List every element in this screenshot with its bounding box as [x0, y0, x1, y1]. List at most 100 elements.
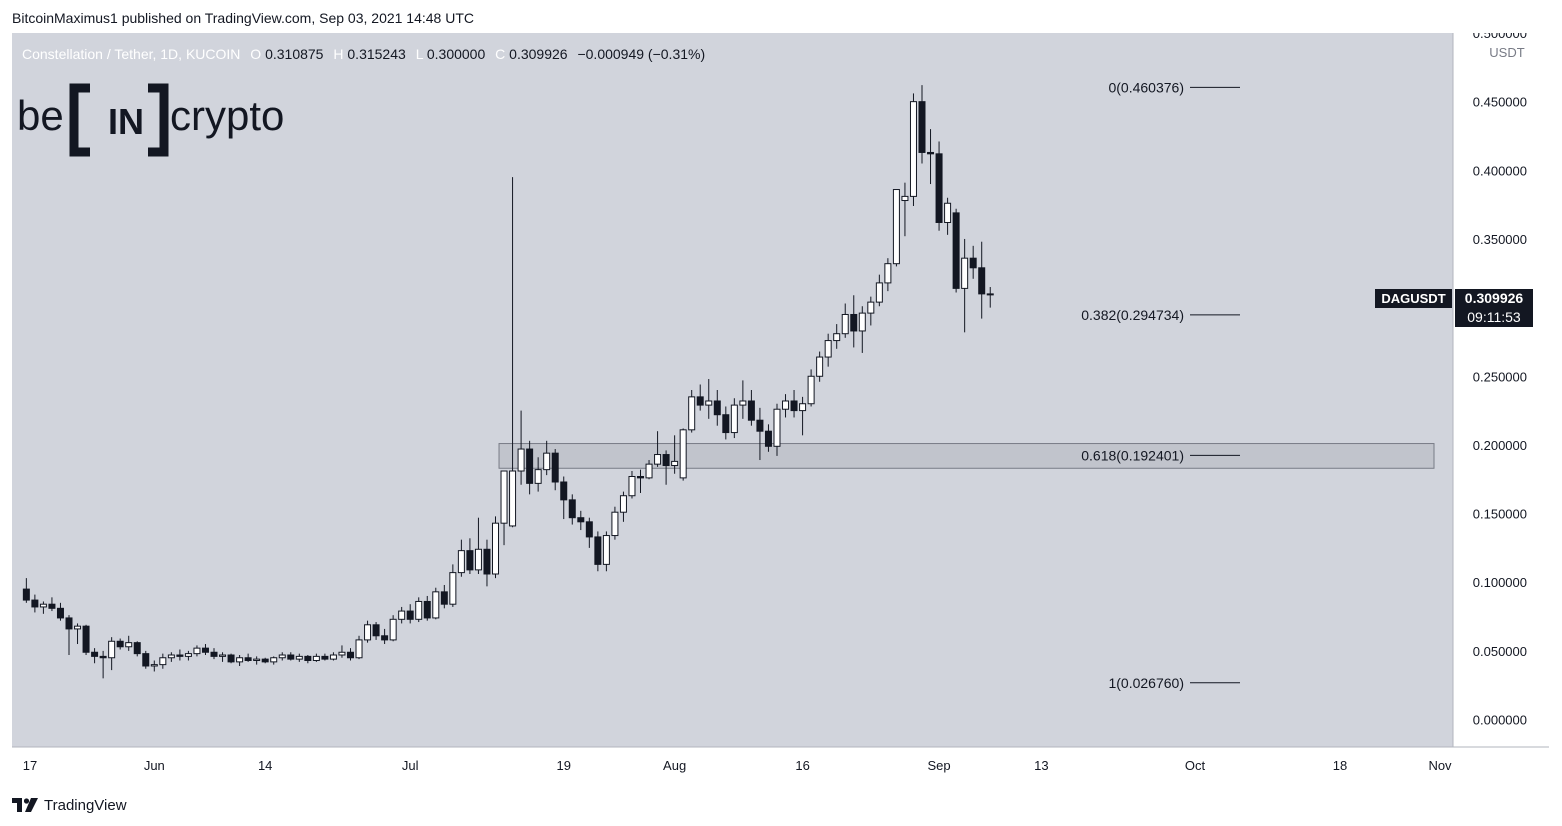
- candle: [577, 510, 585, 531]
- time-tick-label: 19: [557, 758, 571, 773]
- candle: [406, 604, 414, 624]
- candle: [901, 182, 909, 237]
- candle: [927, 129, 935, 185]
- candle: [219, 652, 227, 662]
- candle: [346, 648, 354, 661]
- candle: [159, 653, 167, 669]
- candle: [944, 197, 952, 235]
- candle: [782, 394, 790, 418]
- time-tick-label: 16: [795, 758, 809, 773]
- candle: [773, 403, 781, 456]
- candle: [560, 476, 568, 520]
- candle: [270, 656, 278, 665]
- price-axis-unit: USDT: [1489, 45, 1524, 60]
- symbol-tag-bg: [1375, 289, 1452, 308]
- price-tick-label: 0.100000: [1473, 575, 1527, 590]
- price-tick-label: 0.450000: [1473, 95, 1527, 110]
- watermark-crypto: crypto: [170, 92, 284, 139]
- support-zone[interactable]: [498, 443, 1435, 469]
- time-tick-label: Aug: [663, 758, 686, 773]
- candle: [457, 539, 465, 577]
- candle: [176, 649, 184, 661]
- price-tick-label: 0.250000: [1473, 369, 1527, 384]
- candle: [82, 624, 90, 656]
- candle: [449, 564, 457, 607]
- legend-open-label: O: [250, 46, 261, 62]
- price-tick-label: 0.000000: [1473, 713, 1527, 728]
- candle: [474, 517, 482, 574]
- candle: [747, 390, 755, 426]
- candle: [679, 428, 687, 481]
- candle: [867, 296, 875, 326]
- price-tick-label: 0.150000: [1473, 507, 1527, 522]
- time-tick-label: Sep: [927, 758, 950, 773]
- candle: [244, 653, 252, 662]
- candle: [304, 655, 312, 664]
- candle: [807, 369, 815, 407]
- candle: [381, 628, 389, 645]
- candle: [22, 578, 30, 603]
- candle: [696, 384, 704, 411]
- candle: [543, 440, 551, 476]
- candle: [952, 208, 960, 293]
- candle: [884, 258, 892, 292]
- fib-levels: 0(0.460376) 0.382(0.294734) 0.618(0.192401…: [1081, 79, 1240, 691]
- candle: [39, 601, 47, 614]
- candle: [500, 470, 508, 546]
- candle: [858, 306, 866, 353]
- candle: [764, 424, 772, 452]
- candle: [619, 491, 627, 522]
- candle: [688, 390, 696, 433]
- candle: [585, 517, 593, 548]
- candle: [509, 177, 517, 528]
- candle: [637, 469, 645, 493]
- candle: [961, 238, 969, 333]
- price-tag-countdown: 09:11:53: [1467, 309, 1521, 325]
- candle: [551, 449, 559, 491]
- watermark-bracket-left: [69, 83, 90, 157]
- candle: [31, 594, 39, 613]
- candle: [201, 644, 209, 656]
- candle: [150, 660, 158, 672]
- candle: [568, 494, 576, 525]
- candle: [210, 648, 218, 660]
- fib-label: 0.618(0.192401): [1081, 447, 1184, 463]
- candle: [671, 435, 679, 474]
- candle: [492, 516, 499, 579]
- candle: [730, 398, 738, 439]
- candle: [466, 538, 474, 574]
- published-line: BitcoinMaximus1 published on TradingView…: [12, 10, 475, 26]
- candle: [287, 652, 295, 661]
- candle: [483, 539, 491, 587]
- fib-label: 0.382(0.294734): [1081, 307, 1184, 323]
- chart[interactable]: 0(0.460376) 0.382(0.294734) 0.618(0.192401…: [12, 33, 1549, 782]
- candle: [133, 641, 141, 657]
- candle: [722, 406, 730, 440]
- candle: [355, 635, 363, 660]
- candle: [892, 189, 900, 267]
- candle: [329, 652, 337, 661]
- candle: [278, 652, 286, 661]
- time-axis[interactable]: [12, 747, 1549, 782]
- price-axis[interactable]: [1453, 33, 1549, 747]
- fib-label: 0(0.460376): [1108, 79, 1184, 95]
- candle: [935, 141, 943, 231]
- symbol-tag: DAGUSDT: [1381, 291, 1445, 306]
- candle: [184, 650, 192, 661]
- candle: [99, 650, 107, 679]
- candle: [432, 587, 440, 620]
- legend-change: −0.000949 (−0.31%): [577, 46, 705, 62]
- candle: [56, 602, 64, 621]
- candle: [364, 620, 372, 643]
- candle: [74, 623, 82, 645]
- legend-high-label: H: [333, 46, 343, 62]
- candle: [833, 324, 841, 349]
- candle: [824, 333, 832, 367]
- time-tick-label: Jul: [402, 758, 419, 773]
- candle: [756, 407, 764, 461]
- candle: [918, 85, 926, 164]
- candle: [526, 440, 534, 495]
- price-tick-label: 0.350000: [1473, 232, 1527, 247]
- candle: [236, 655, 244, 666]
- candle: [969, 245, 977, 279]
